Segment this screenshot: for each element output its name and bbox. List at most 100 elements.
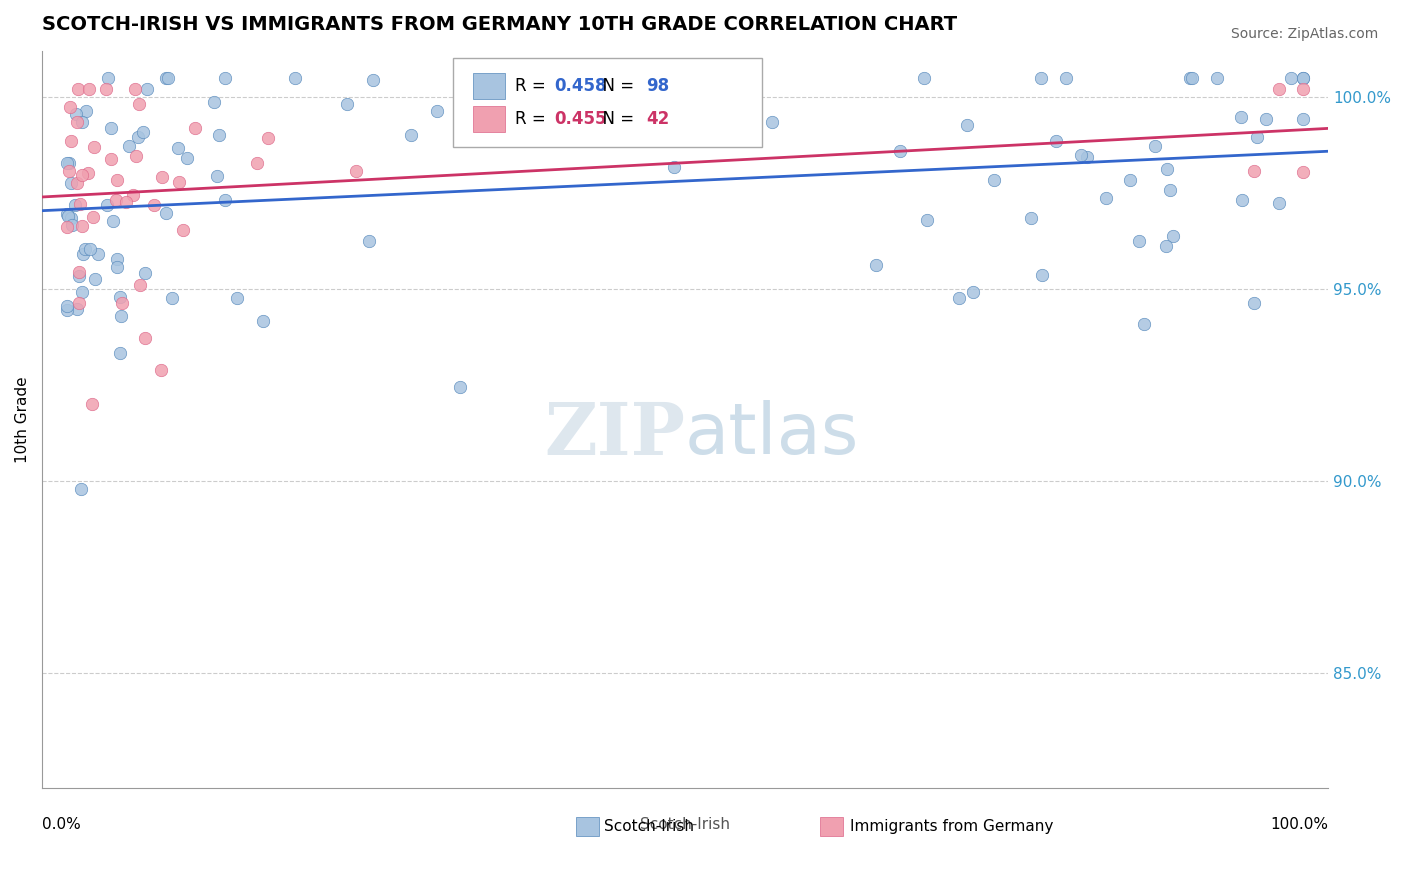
Point xyxy=(70,219,93,234)
Point xyxy=(956,118,979,132)
Point xyxy=(122,188,145,202)
Point xyxy=(357,234,380,248)
Point xyxy=(214,70,236,85)
Point xyxy=(1230,193,1253,207)
Point xyxy=(889,144,911,158)
Point xyxy=(167,175,190,189)
Point xyxy=(716,70,738,85)
Point xyxy=(284,70,307,85)
Point xyxy=(60,134,83,148)
Text: R =: R = xyxy=(515,111,551,128)
Point xyxy=(1156,162,1178,177)
Point xyxy=(96,82,118,96)
Point xyxy=(67,296,90,310)
Point xyxy=(136,82,159,96)
Point xyxy=(361,73,384,87)
Point xyxy=(1243,296,1265,310)
Point xyxy=(167,141,190,155)
Point xyxy=(336,97,359,112)
Point xyxy=(150,169,173,184)
Text: N =: N = xyxy=(592,78,640,95)
Point xyxy=(207,169,229,183)
Point xyxy=(155,70,177,85)
Point xyxy=(1143,139,1166,153)
Point xyxy=(176,151,198,165)
Point xyxy=(129,278,152,293)
Point xyxy=(56,299,79,313)
Y-axis label: 10th Grade: 10th Grade xyxy=(15,376,30,463)
Point xyxy=(143,198,166,212)
Point xyxy=(1246,130,1268,145)
Point xyxy=(172,223,194,237)
Point xyxy=(1292,82,1315,96)
Point xyxy=(132,125,155,139)
Point xyxy=(1094,191,1116,205)
Point xyxy=(96,198,118,212)
Text: 42: 42 xyxy=(647,111,669,128)
FancyBboxPatch shape xyxy=(820,817,844,836)
Point xyxy=(67,265,90,279)
Text: 0.455: 0.455 xyxy=(554,111,606,128)
Point xyxy=(118,139,141,153)
FancyBboxPatch shape xyxy=(575,817,599,836)
Point xyxy=(86,246,108,260)
Point xyxy=(1279,70,1302,85)
Point xyxy=(103,214,125,228)
Point xyxy=(155,206,177,220)
Text: 0.0%: 0.0% xyxy=(42,817,80,832)
Point xyxy=(105,193,128,207)
Point xyxy=(1292,112,1315,126)
Point xyxy=(63,198,86,212)
Point xyxy=(1292,70,1315,85)
Point xyxy=(65,107,87,121)
Point xyxy=(59,100,82,114)
Text: 100.0%: 100.0% xyxy=(1270,817,1329,832)
Point xyxy=(75,104,97,119)
Point xyxy=(1256,112,1278,127)
Point xyxy=(256,131,278,145)
Point xyxy=(124,82,146,96)
Point xyxy=(344,164,367,178)
Point xyxy=(245,156,267,170)
FancyBboxPatch shape xyxy=(472,73,505,99)
Point xyxy=(160,291,183,305)
Point xyxy=(226,291,249,305)
Point xyxy=(70,115,93,129)
Point xyxy=(108,290,131,304)
Point xyxy=(56,303,79,318)
Point xyxy=(1230,110,1253,124)
Point xyxy=(84,272,107,286)
Point xyxy=(67,269,90,284)
Point xyxy=(100,120,122,135)
Point xyxy=(1045,134,1067,148)
Point xyxy=(983,173,1005,187)
Point xyxy=(100,152,122,166)
Point xyxy=(912,70,935,85)
Point xyxy=(60,218,83,232)
Point xyxy=(399,128,422,142)
Point xyxy=(449,380,471,394)
Point xyxy=(1128,234,1150,248)
Point xyxy=(56,219,79,234)
Point xyxy=(1292,165,1315,179)
Point xyxy=(105,260,128,274)
Point xyxy=(1267,82,1289,96)
Point xyxy=(75,242,97,256)
Point xyxy=(426,103,449,118)
Text: N =: N = xyxy=(592,111,640,128)
Point xyxy=(83,140,105,154)
FancyBboxPatch shape xyxy=(472,106,505,132)
Point xyxy=(1031,268,1053,282)
Point xyxy=(537,70,560,85)
Text: SCOTCH-IRISH VS IMMIGRANTS FROM GERMANY 10TH GRADE CORRELATION CHART: SCOTCH-IRISH VS IMMIGRANTS FROM GERMANY … xyxy=(42,15,957,34)
Point xyxy=(915,213,938,227)
Point xyxy=(1243,164,1265,178)
Point xyxy=(1132,318,1154,332)
Point xyxy=(664,160,686,174)
Point xyxy=(1119,173,1142,187)
Point xyxy=(948,292,970,306)
Point xyxy=(865,258,887,272)
Point xyxy=(58,164,80,178)
Point xyxy=(134,331,156,345)
Point xyxy=(1178,70,1201,85)
